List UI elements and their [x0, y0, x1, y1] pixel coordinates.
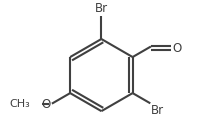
Text: Br: Br	[95, 2, 108, 15]
Text: CH₃: CH₃	[9, 99, 30, 109]
Text: O: O	[42, 98, 51, 111]
Text: O: O	[173, 42, 182, 55]
Text: Br: Br	[151, 104, 164, 117]
